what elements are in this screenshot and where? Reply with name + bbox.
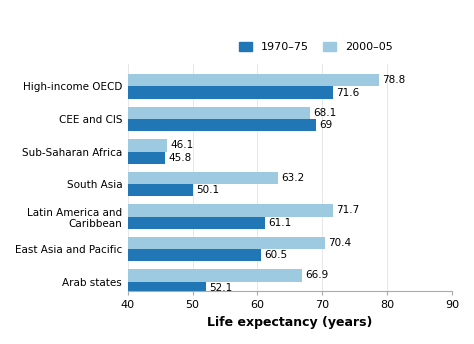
Bar [128, 172, 278, 184]
Text: 68.1: 68.1 [313, 108, 337, 118]
Bar [128, 152, 165, 164]
Text: 66.9: 66.9 [305, 270, 328, 280]
Bar [128, 74, 379, 86]
Text: 60.5: 60.5 [264, 250, 287, 260]
Text: 45.8: 45.8 [169, 153, 192, 163]
Text: 52.1: 52.1 [210, 283, 233, 293]
X-axis label: Life expectancy (years): Life expectancy (years) [207, 316, 373, 329]
Text: 71.6: 71.6 [336, 88, 359, 98]
Text: 46.1: 46.1 [171, 140, 194, 150]
Bar [128, 86, 333, 99]
Bar [128, 119, 316, 131]
Bar [128, 107, 310, 119]
Text: 78.8: 78.8 [383, 75, 406, 85]
Bar [128, 217, 264, 229]
Text: 61.1: 61.1 [268, 218, 291, 228]
Text: 70.4: 70.4 [328, 238, 351, 248]
Text: 50.1: 50.1 [197, 185, 219, 195]
Bar [128, 269, 302, 282]
Bar [128, 282, 206, 294]
Bar [128, 184, 193, 196]
Text: 71.7: 71.7 [337, 205, 360, 215]
Text: 69: 69 [319, 120, 332, 130]
Bar [128, 204, 333, 217]
Legend: 1970–75, 2000–05: 1970–75, 2000–05 [235, 37, 397, 57]
Bar [128, 249, 261, 261]
Text: 63.2: 63.2 [282, 173, 305, 183]
Bar [128, 139, 167, 152]
Bar [128, 237, 325, 249]
